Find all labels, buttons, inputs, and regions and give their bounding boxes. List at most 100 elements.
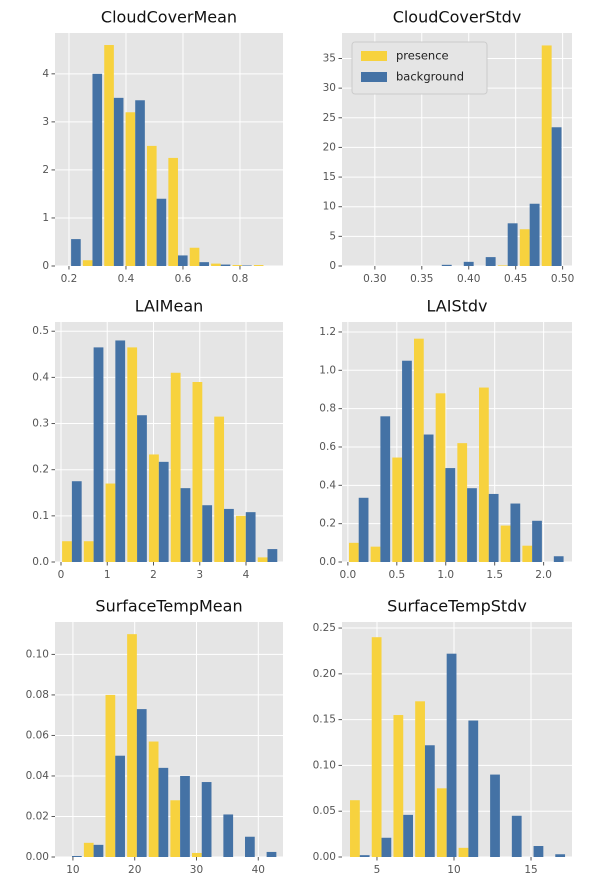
bar <box>211 263 221 266</box>
bar <box>136 709 147 857</box>
bar <box>158 767 169 857</box>
bar <box>214 416 225 562</box>
y-tick-label: 0.00 <box>313 851 336 863</box>
x-tick-label: 0.45 <box>504 273 527 285</box>
bar <box>350 800 360 857</box>
bar <box>71 855 82 857</box>
chart-title: CloudCoverStdv <box>393 8 522 27</box>
bar <box>529 203 540 266</box>
y-tick-label: 0.20 <box>313 668 336 680</box>
bar <box>82 260 93 266</box>
bar <box>510 503 521 562</box>
bar <box>202 505 213 562</box>
bar <box>348 542 359 562</box>
bar <box>445 468 456 562</box>
bar <box>457 443 468 562</box>
x-tick-label: 0.5 <box>388 569 405 581</box>
bar <box>490 774 500 857</box>
bar <box>199 262 209 266</box>
x-tick-label: 2.0 <box>535 569 552 581</box>
bar <box>127 347 138 562</box>
bar <box>180 488 191 562</box>
chart-title: LAIStdv <box>427 297 488 316</box>
bar <box>156 198 167 266</box>
y-tick-label: 2 <box>42 164 49 176</box>
x-tick-label: 1.5 <box>486 569 503 581</box>
y-tick-label: 1 <box>42 212 49 224</box>
bar <box>424 745 435 857</box>
bar <box>467 488 477 562</box>
bar <box>93 347 104 562</box>
y-tick-label: 0.5 <box>32 325 49 337</box>
x-tick-label: 10 <box>447 864 460 876</box>
bar <box>223 814 234 857</box>
bar <box>83 541 94 562</box>
bar <box>485 257 496 266</box>
y-tick-label: 0.2 <box>32 464 49 476</box>
chart-title: SurfaceTempStdv <box>387 597 527 616</box>
bar <box>92 73 103 266</box>
bar <box>189 247 200 266</box>
bar <box>192 852 202 857</box>
bar <box>370 546 381 562</box>
x-tick-label: 0.50 <box>551 273 574 285</box>
chart-title: CloudCoverMean <box>101 8 237 27</box>
y-tick-label: 0.4 <box>32 371 49 383</box>
bar <box>220 264 231 266</box>
y-tick-label: 0.0 <box>319 556 336 568</box>
bar <box>104 45 114 266</box>
y-tick-label: 0.10 <box>26 648 49 660</box>
bar <box>266 851 277 857</box>
y-tick-label: 35 <box>323 52 336 64</box>
bar <box>458 847 469 857</box>
y-tick-label: 0.10 <box>313 759 336 771</box>
x-tick-label: 0.40 <box>457 273 480 285</box>
bar <box>359 855 370 857</box>
bar <box>83 842 94 857</box>
bar <box>235 515 246 562</box>
legend-label: presence <box>396 49 449 63</box>
bar <box>519 229 530 266</box>
bar <box>170 800 181 857</box>
x-tick-label: 0.8 <box>232 273 249 285</box>
bar <box>511 815 522 857</box>
bar <box>105 694 116 857</box>
bar <box>146 145 157 266</box>
x-tick-label: 15 <box>524 864 537 876</box>
x-tick-label: 0.35 <box>410 273 433 285</box>
y-tick-label: 0.0 <box>32 556 49 568</box>
y-tick-label: 0.6 <box>319 441 336 453</box>
bar <box>135 100 145 267</box>
chart-title: SurfaceTempMean <box>95 597 242 616</box>
bar <box>71 239 81 266</box>
bar <box>177 255 188 266</box>
bar <box>380 416 391 562</box>
bar <box>224 508 234 562</box>
bar <box>551 127 562 266</box>
bar <box>533 846 544 857</box>
bar <box>553 556 564 562</box>
x-tick-label: 20 <box>128 864 141 876</box>
bar <box>479 387 489 562</box>
y-tick-label: 15 <box>323 171 336 183</box>
y-tick-label: 0.1 <box>32 510 49 522</box>
bar <box>71 481 82 562</box>
x-tick-label: 0.30 <box>363 273 386 285</box>
bar <box>62 541 72 562</box>
x-tick-label: 1.0 <box>437 569 454 581</box>
y-tick-label: 0.04 <box>26 770 50 782</box>
bar <box>115 755 125 857</box>
y-tick-label: 0.02 <box>26 810 49 822</box>
x-tick-label: 4 <box>243 569 250 581</box>
bar <box>435 393 446 562</box>
y-tick-label: 1.0 <box>319 364 336 376</box>
chart-title: LAIMean <box>135 297 204 316</box>
bar <box>149 454 159 562</box>
bar <box>170 372 181 562</box>
bar <box>403 814 414 857</box>
bar <box>158 461 169 562</box>
bar <box>93 844 104 857</box>
bar <box>436 788 447 857</box>
